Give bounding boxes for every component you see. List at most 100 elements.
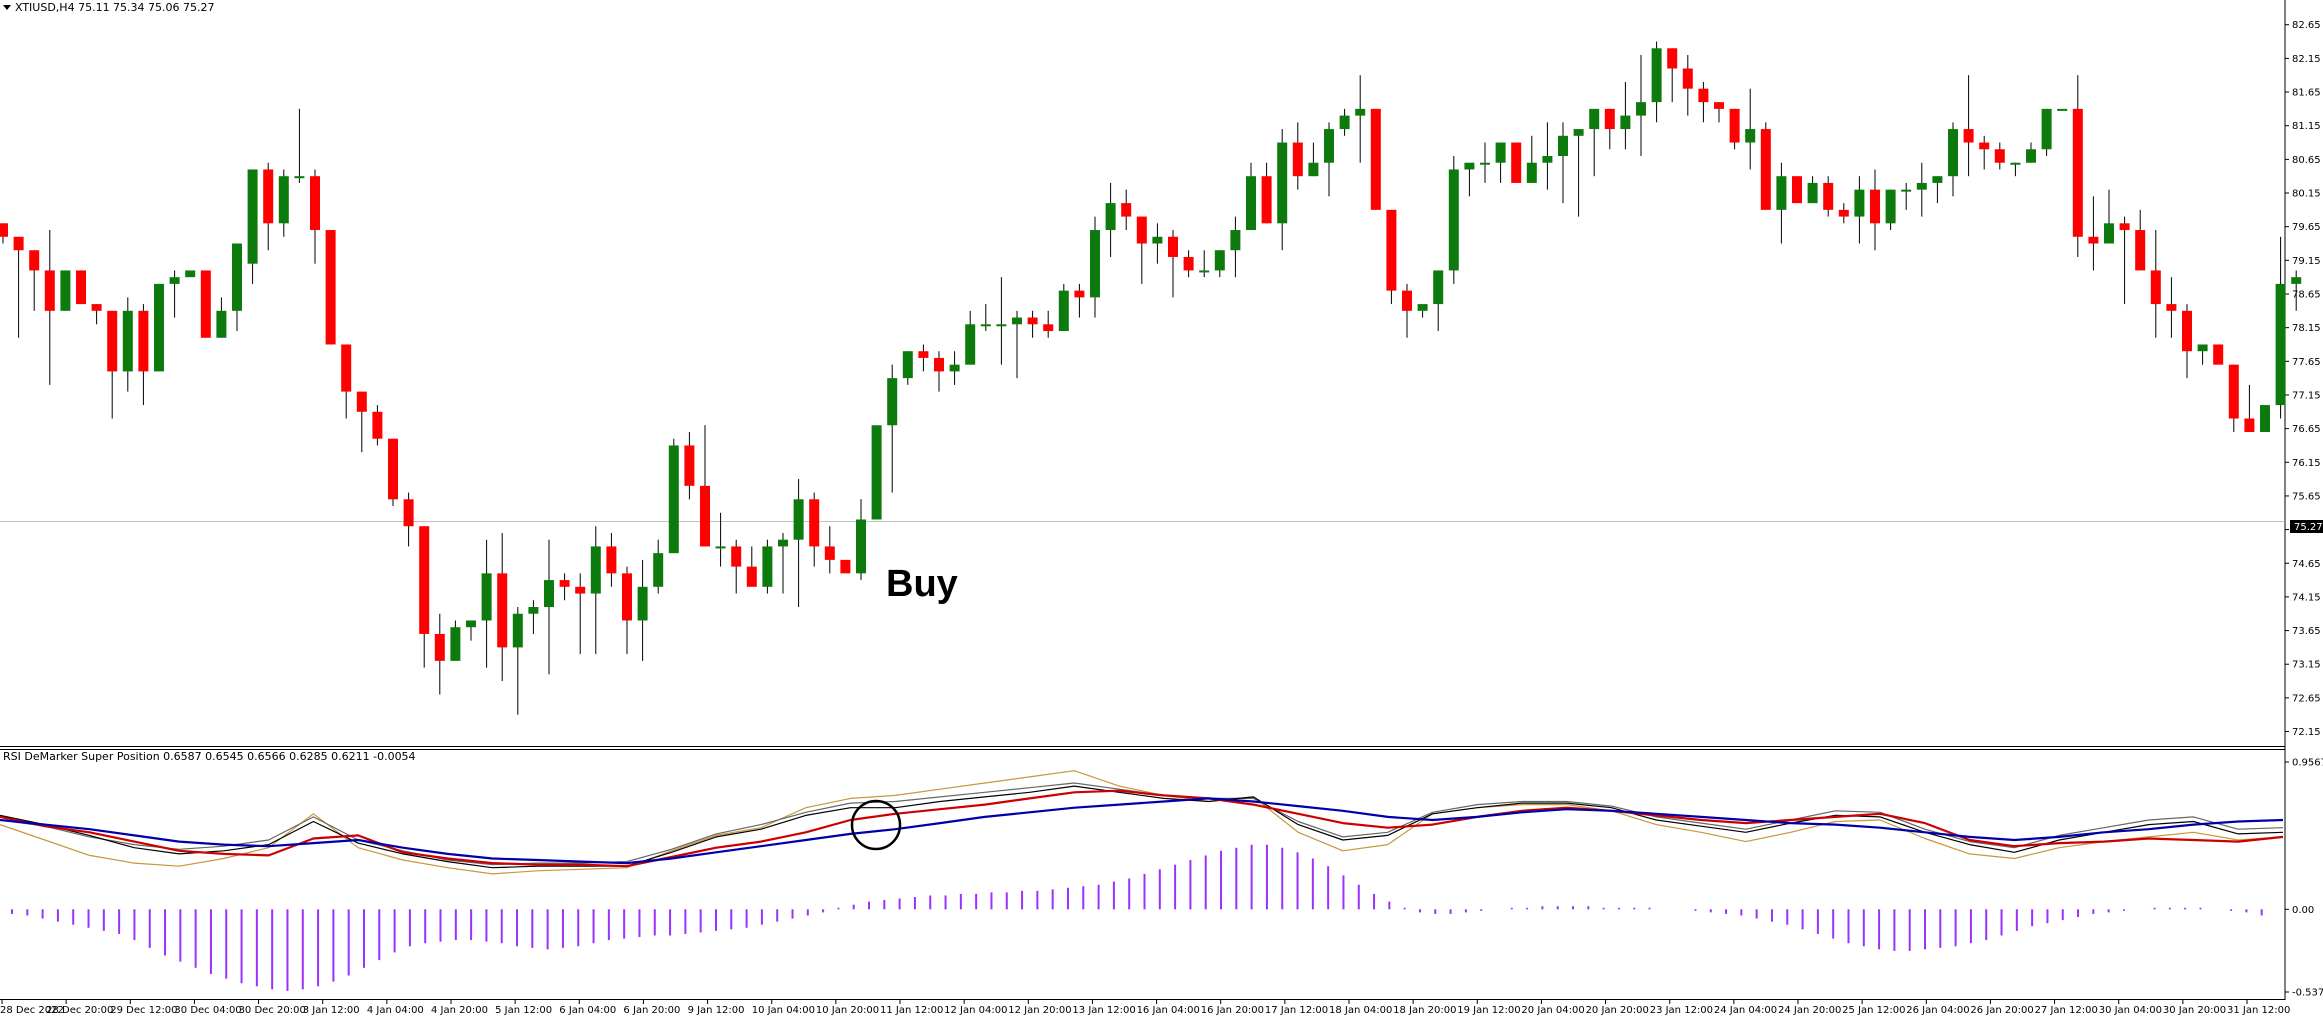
- bull-candle: [1417, 304, 1428, 311]
- price-tick-label: 75.65: [2292, 491, 2321, 502]
- bear-candle: [559, 580, 570, 587]
- bull-candle: [1776, 176, 1787, 210]
- bear-candle: [1979, 142, 1990, 150]
- bear-candle: [934, 357, 944, 372]
- price-axis: 82.65 82.15 81.65 81.15 80.65 80.15 79.65 79.15…: [2285, 20, 2321, 738]
- price-tick-label: 81.15: [2292, 121, 2321, 132]
- bull-candle: [481, 573, 492, 621]
- current-price-tag-text: 75.27: [2294, 522, 2323, 533]
- bull-candle: [1636, 102, 1646, 116]
- bull-candle: [1542, 155, 1553, 163]
- bear-candle: [1667, 48, 1678, 69]
- price-tick-label: 76.15: [2292, 458, 2321, 469]
- time-tick-label: 26 Jan 04:00: [1906, 1005, 1969, 1016]
- bull-candle: [887, 378, 898, 426]
- bull-candle: [1012, 317, 1022, 325]
- time-tick-label: 20 Jan 20:00: [1586, 1005, 1649, 1016]
- time-tick-label: 23 Jan 12:00: [1650, 1005, 1713, 1016]
- time-tick-label: 6 Jan 04:00: [559, 1005, 616, 1016]
- bull-candle: [1090, 230, 1100, 298]
- bear-candle: [575, 586, 586, 594]
- bull-candle: [793, 499, 804, 540]
- bear-candle: [1823, 182, 1834, 210]
- bear-candle: [2072, 108, 2083, 237]
- bear-candle: [356, 391, 367, 412]
- bull-candle: [1339, 115, 1350, 130]
- bear-candle: [107, 310, 118, 372]
- candlestick-series: [0, 41, 2302, 715]
- bear-candle: [1994, 149, 2005, 163]
- bull-candle: [216, 310, 227, 338]
- price-tick-label: 72.65: [2292, 693, 2321, 704]
- bear-candle: [1027, 317, 1038, 325]
- indicator-title: RSI DeMarker Super Position 0.6587 0.654…: [3, 750, 416, 763]
- bear-candle: [1402, 290, 1412, 311]
- gold-oscillator-line: [0, 770, 2284, 875]
- bull-candle: [715, 546, 726, 549]
- bear-candle: [746, 566, 757, 587]
- time-tick-label: 16 Jan 20:00: [1201, 1005, 1264, 1016]
- bull-candle: [1932, 176, 1943, 183]
- bull-candle: [1480, 162, 1490, 165]
- bear-candle: [1370, 108, 1381, 210]
- time-tick-label: 4 Jan 20:00: [431, 1005, 488, 1016]
- bull-candle: [637, 586, 648, 621]
- bull-candle: [1916, 182, 1927, 190]
- bull-candle: [965, 324, 976, 365]
- bear-candle: [2150, 270, 2161, 305]
- time-tick-label: 27 Jan 12:00: [2035, 1005, 2098, 1016]
- bull-candle: [1854, 189, 1865, 217]
- time-tick-label: 20 Jan 04:00: [1521, 1005, 1584, 1016]
- bear-candle: [1511, 142, 1522, 183]
- bear-candle: [44, 270, 55, 311]
- bull-candle: [232, 243, 242, 311]
- bull-candle: [1433, 270, 1444, 305]
- indicator-tick-label: 0.9567: [2292, 758, 2323, 769]
- bear-candle: [1183, 256, 1194, 271]
- bear-candle: [700, 485, 710, 547]
- bull-candle: [278, 176, 289, 224]
- bear-candle: [2213, 344, 2224, 365]
- symbol-title: XTIUSD,H4 75.11 75.34 75.06 75.27: [15, 1, 215, 14]
- bear-candle: [29, 250, 40, 271]
- bear-candle: [76, 270, 86, 305]
- bear-candle: [1043, 324, 1054, 332]
- bull-candle: [2057, 108, 2068, 111]
- price-tick-label: 74.65: [2292, 559, 2321, 570]
- bull-candle: [1745, 129, 1756, 143]
- bull-candle: [544, 580, 554, 608]
- price-tick-label: 78.15: [2292, 323, 2321, 334]
- time-tick-label: 18 Jan 04:00: [1329, 1005, 1392, 1016]
- bull-candle: [2010, 162, 2021, 165]
- price-tick-label: 82.65: [2292, 20, 2321, 31]
- bull-candle: [185, 270, 196, 278]
- bear-candle: [1792, 176, 1802, 204]
- bull-candle: [1558, 135, 1568, 156]
- bull-candle: [668, 445, 679, 554]
- current-price-tag: [2290, 520, 2323, 533]
- bull-candle: [1355, 108, 1366, 116]
- time-tick-label: 10 Jan 20:00: [816, 1005, 879, 1016]
- time-tick-label: 30 Dec 20:00: [239, 1005, 306, 1016]
- bull-candle: [60, 270, 71, 311]
- bear-candle: [325, 230, 336, 345]
- price-tick-label: 79.65: [2292, 222, 2321, 233]
- black-oscillator-line: [0, 785, 2284, 869]
- bull-candle: [1464, 162, 1475, 170]
- time-tick-label: 17 Jan 12:00: [1265, 1005, 1328, 1016]
- time-tick-label: 25 Jan 12:00: [1842, 1005, 1905, 1016]
- bull-candle: [466, 620, 476, 628]
- time-tick-label: 30 Jan 20:00: [2163, 1005, 2226, 1016]
- bull-candle: [996, 324, 1007, 327]
- bull-candle: [1324, 129, 1334, 163]
- bear-candle: [2244, 418, 2255, 432]
- collapse-triangle-icon[interactable]: [3, 5, 11, 10]
- bear-candle: [1074, 290, 1085, 298]
- price-tick-label: 73.15: [2292, 660, 2321, 671]
- bear-candle: [341, 344, 352, 392]
- bear-candle: [1168, 236, 1178, 257]
- price-tick-label: 77.15: [2292, 390, 2321, 401]
- bull-candle: [902, 351, 913, 379]
- bull-candle: [1308, 162, 1319, 177]
